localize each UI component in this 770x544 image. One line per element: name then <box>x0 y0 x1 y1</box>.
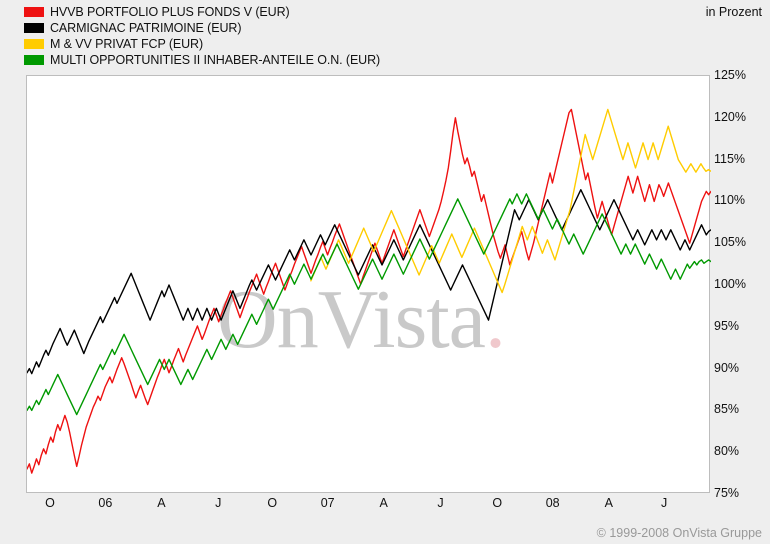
legend-label: HVVB PORTFOLIO PLUS FONDS V (EUR) <box>50 4 290 19</box>
x-axis-tick-label: A <box>604 496 613 510</box>
y-axis: 125% 120% 115% 110% 105% 100% 95% 90% 85% 80% 75% <box>714 0 770 544</box>
y-axis-tick-label: 120% <box>714 109 746 124</box>
plot-area: OnVista. <box>26 75 711 493</box>
copyright-footer: © 1999-2008 OnVista Gruppe <box>596 526 762 540</box>
legend-color-swatch <box>24 6 44 17</box>
data-series-line <box>27 193 711 416</box>
data-series-line <box>310 108 711 294</box>
y-axis-tick-label: 100% <box>714 277 746 291</box>
x-axis-tick-label: J <box>215 496 222 510</box>
x-axis-tick-label: J <box>661 496 668 510</box>
legend-label: M & VV PRIVAT FCP (EUR) <box>50 36 204 51</box>
x-axis-tick-label: O <box>45 496 55 510</box>
y-axis-tick-label: 125% <box>714 68 746 82</box>
legend-item[interactable]: MULTI OPPORTUNITIES II INHABER-ANTEILE O… <box>24 52 380 67</box>
x-axis-tick-label: J <box>437 496 444 510</box>
y-axis-tick-label: 75% <box>714 486 740 500</box>
x-axis-tick-label: 07 <box>320 496 335 510</box>
x-axis-tick-label: 08 <box>545 496 560 510</box>
legend-color-swatch <box>24 54 44 65</box>
legend-label: CARMIGNAC PATRIMOINE (EUR) <box>50 20 242 35</box>
chart-legend: HVVB PORTFOLIO PLUS FONDS V (EUR) CARMIGN… <box>24 4 380 68</box>
legend-color-swatch <box>24 22 44 33</box>
y-axis-tick-label: 115% <box>714 151 746 166</box>
x-axis-tick-label: O <box>267 496 278 510</box>
x-axis-tick-label: 06 <box>98 496 113 510</box>
y-axis-tick-label: 95% <box>714 318 740 333</box>
x-axis: O 06 A J O 07 A J O 08 A J <box>0 496 770 518</box>
y-axis-tick-label: 90% <box>714 360 740 375</box>
y-axis-tick-label: 80% <box>714 444 740 459</box>
y-axis-tick-label: 105% <box>714 235 746 250</box>
series-svg <box>27 108 711 474</box>
legend-item[interactable]: M & VV PRIVAT FCP (EUR) <box>24 36 380 51</box>
units-caption: in Prozent <box>705 5 762 19</box>
legend-item[interactable]: CARMIGNAC PATRIMOINE (EUR) <box>24 20 380 35</box>
legend-label: MULTI OPPORTUNITIES II INHABER-ANTEILE O… <box>50 52 381 67</box>
x-axis-tick-label: A <box>379 496 388 510</box>
y-axis-tick-label: 85% <box>714 402 740 417</box>
data-series-line <box>27 108 711 474</box>
y-axis-tick-label: 110% <box>714 193 746 208</box>
legend-item[interactable]: HVVB PORTFOLIO PLUS FONDS V (EUR) <box>24 4 380 19</box>
x-axis-tick-label: A <box>157 496 166 510</box>
x-axis-tick-label: O <box>492 496 503 510</box>
legend-color-swatch <box>24 38 44 49</box>
